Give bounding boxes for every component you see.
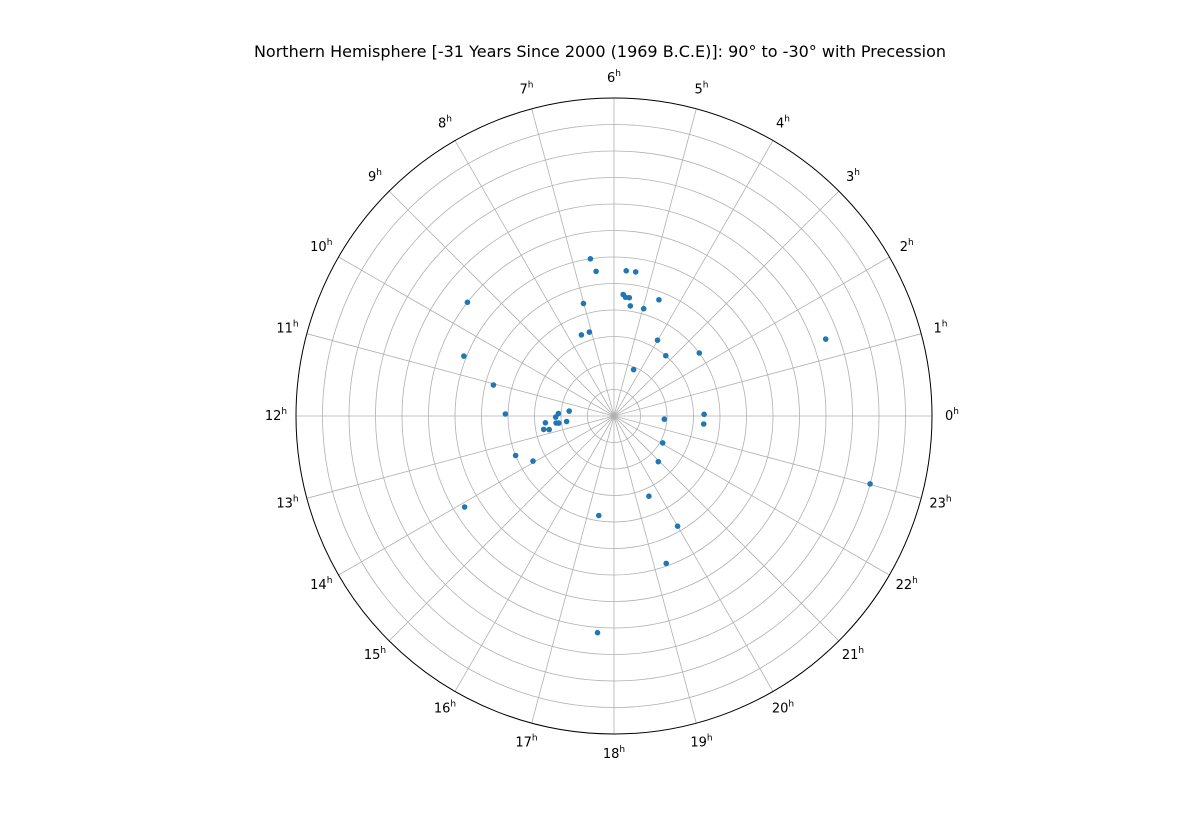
data-point — [661, 416, 668, 423]
theta-gridline-1 — [613, 333, 922, 417]
theta-tick-label: 15h — [364, 646, 386, 663]
theta-tick-label: 7h — [520, 81, 534, 98]
data-point — [566, 408, 572, 414]
data-point — [867, 481, 873, 487]
theta-tick-label: 2h — [900, 238, 914, 255]
data-point — [701, 411, 707, 418]
theta-gridline-21 — [613, 415, 840, 642]
chart-title: Northern Hemisphere [-31 Years Since 200… — [253, 42, 947, 61]
theta-tick-label: 0h — [945, 407, 959, 424]
data-point — [552, 414, 559, 420]
theta-tick-label: 22h — [896, 576, 918, 593]
data-point — [464, 299, 471, 306]
theta-gridline-4 — [613, 140, 774, 417]
theta-tick-label: 14h — [310, 576, 332, 593]
theta-gridline-11 — [306, 333, 615, 417]
data-points-layer — [461, 255, 873, 636]
theta-tick-label: 6h — [607, 69, 621, 86]
data-point — [540, 426, 547, 433]
data-point — [593, 268, 599, 275]
theta-tick-label: 9h — [368, 168, 382, 185]
data-point — [627, 303, 634, 309]
data-point — [587, 255, 594, 262]
theta-gridline-8 — [454, 140, 615, 417]
theta-gridline-16 — [454, 415, 615, 692]
theta-gridline-13 — [306, 415, 615, 499]
theta-gridline-17 — [531, 415, 615, 724]
theta-tick-label: 4h — [776, 114, 790, 131]
theta-tick-label: 3h — [846, 168, 860, 185]
data-point — [622, 294, 629, 301]
data-point — [553, 420, 559, 426]
data-point — [696, 350, 703, 356]
theta-tick-label: 5h — [694, 81, 708, 98]
data-point — [580, 300, 587, 307]
theta-tick-label: 23h — [929, 494, 951, 511]
data-point — [563, 418, 570, 425]
data-point — [512, 452, 519, 459]
theta-tick-label: 19h — [690, 733, 712, 750]
data-point — [542, 420, 549, 426]
theta-tick-label: 11h — [276, 320, 298, 337]
theta-tick-label: 20h — [772, 700, 794, 717]
data-point — [655, 458, 662, 465]
data-point — [596, 512, 602, 519]
data-point — [663, 560, 669, 567]
theta-tick-label: 17h — [515, 733, 537, 750]
data-point — [659, 440, 666, 446]
data-point — [530, 458, 536, 464]
theta-tick-label: 13h — [276, 494, 298, 511]
data-point — [632, 269, 639, 275]
theta-tick-label: 8h — [438, 114, 452, 131]
theta-tick-label: 16h — [434, 700, 456, 717]
data-point — [700, 421, 707, 427]
data-point — [656, 297, 662, 303]
data-point — [594, 629, 601, 636]
theta-tick-label: 1h — [933, 320, 947, 337]
data-point — [646, 493, 652, 500]
polar-frame — [295, 97, 933, 735]
theta-tick-label: 18h — [603, 745, 625, 762]
data-point — [630, 366, 637, 373]
grid-layer — [295, 97, 933, 735]
data-point — [490, 382, 497, 388]
theta-gridline-15 — [388, 415, 615, 642]
data-point — [674, 523, 681, 529]
data-point — [461, 504, 468, 510]
data-point — [546, 426, 552, 433]
theta-gridline-9 — [388, 190, 615, 417]
data-point — [663, 352, 669, 359]
theta-tick-layer: 0h 1h 2h 3h 4h 5h 6h 7h 8h 9h 10h 11h 12h 13h 14h 15h 16… — [265, 69, 959, 762]
theta-tick-label: 10h — [310, 238, 332, 255]
theta-gridline-3 — [613, 190, 840, 417]
data-point — [578, 332, 585, 338]
theta-gridline-20 — [613, 415, 774, 692]
data-point — [623, 268, 629, 274]
theta-tick-label: 12h — [265, 407, 287, 424]
data-point — [461, 353, 467, 359]
theta-gridline-7 — [531, 108, 615, 417]
theta-gridline-2 — [613, 256, 890, 417]
theta-gridline-22 — [613, 415, 890, 576]
theta-gridline-5 — [613, 108, 697, 417]
theta-gridline-10 — [338, 256, 615, 417]
data-point — [586, 329, 593, 335]
theta-gridline-19 — [613, 415, 697, 724]
theta-gridline-23 — [613, 415, 922, 499]
data-point — [654, 337, 661, 344]
data-point — [822, 336, 829, 342]
theta-tick-label: 21h — [842, 646, 864, 663]
data-point — [502, 411, 509, 417]
theta-gridline-14 — [338, 415, 615, 576]
data-point — [640, 305, 647, 312]
